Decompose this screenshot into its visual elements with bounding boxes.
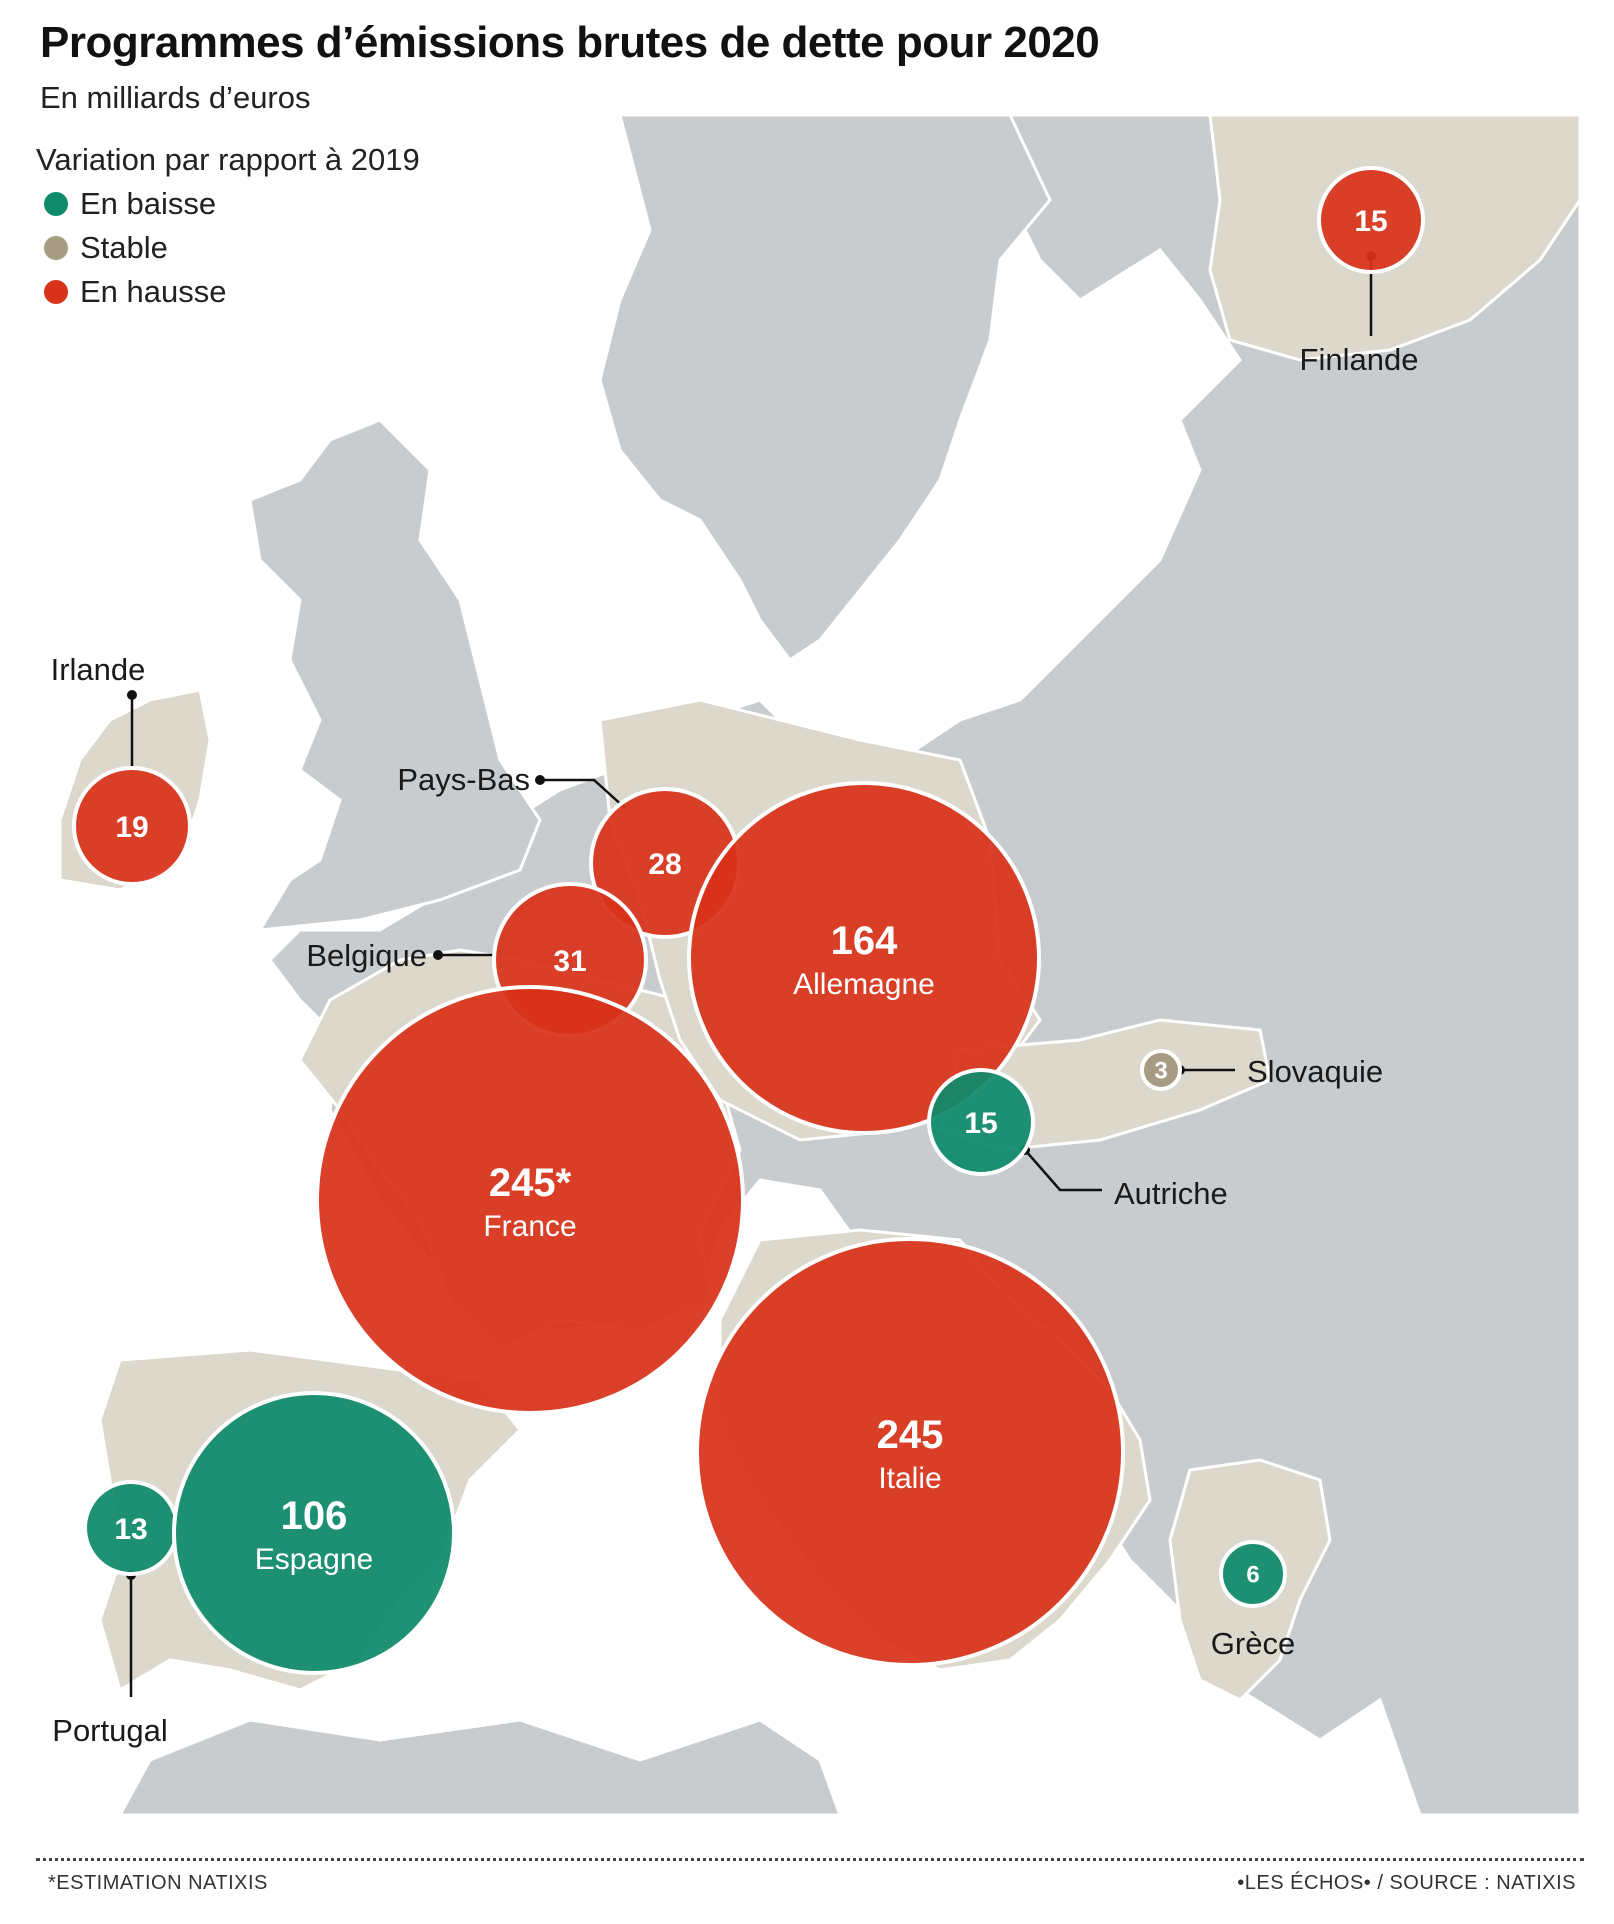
great-britain-shape: [248, 418, 542, 932]
country-label-irlande: Irlande: [51, 652, 146, 687]
bubble-value-slovaquie: 3: [1154, 1058, 1167, 1085]
bubble-circle-irlande: [72, 766, 192, 886]
bubbles-layer: 15 19 28 31 164 Allemagne 245* France 3 15 245 Ital…: [72, 166, 1425, 1675]
bubble-circle-slovaquie: [1140, 1049, 1182, 1091]
bubble-circle-france: [315, 985, 745, 1415]
legend-dot-baisse: [44, 192, 68, 216]
bubble-allemagne: 164 Allemagne: [687, 781, 1041, 1135]
bubble-name-allemagne: Allemagne: [793, 968, 935, 1001]
legend-label-stable: Stable: [80, 230, 168, 265]
bubble-circle-espagne: [172, 1391, 456, 1675]
leader-line-pays-bas: [540, 778, 626, 809]
leader-dot-belgique: [433, 950, 443, 960]
country-label-slovaquie: Slovaquie: [1247, 1054, 1383, 1089]
bubble-finlande: 15: [1317, 166, 1425, 274]
leader-line-autriche: [1024, 1149, 1102, 1192]
bubble-value-belgique: 31: [553, 945, 586, 978]
bubble-value-finlande: 15: [1354, 205, 1387, 238]
bubble-circle-autriche: [927, 1068, 1035, 1176]
bubble-value-autriche: 15: [964, 1107, 997, 1140]
bubble-value-pays-bas: 28: [648, 848, 681, 881]
source-credit: •LES ÉCHOS• / SOURCE : NATIXIS: [1237, 1872, 1576, 1894]
country-label-autriche: Autriche: [1114, 1176, 1228, 1211]
bubble-name-espagne: Espagne: [255, 1543, 373, 1576]
legend-label-baisse: En baisse: [80, 186, 217, 221]
bubble-portugal: 13: [83, 1480, 179, 1576]
bubble-france: 245* France: [315, 985, 745, 1415]
bubble-name-italie: Italie: [878, 1462, 941, 1495]
bubble-value-france: 245*: [489, 1161, 572, 1205]
legend-item-stable: Stable: [36, 226, 420, 270]
bubble-name-france: France: [483, 1210, 576, 1243]
bubble-circle-allemagne: [687, 781, 1041, 1135]
bubble-italie: 245 Italie: [695, 1237, 1125, 1667]
footer-divider: [36, 1858, 1584, 1861]
leader-dot-pays-bas: [535, 775, 545, 785]
legend-item-hausse: En hausse: [36, 270, 420, 314]
leader-dot-irlande: [127, 690, 137, 700]
bubble-value-irlande: 19: [115, 811, 148, 844]
bubble-grece: 6: [1219, 1540, 1287, 1608]
bubble-value-espagne: 106: [281, 1494, 348, 1538]
bubble-value-italie: 245: [877, 1413, 944, 1457]
legend-dot-hausse: [44, 280, 68, 304]
country-label-finlande: Finlande: [1300, 342, 1419, 377]
legend-title: Variation par rapport à 2019: [36, 142, 420, 177]
bubble-autriche: 15: [927, 1068, 1035, 1176]
bubble-value-allemagne: 164: [831, 919, 898, 963]
legend-item-baisse: En baisse: [36, 182, 420, 226]
bubble-circle-italie: [695, 1237, 1125, 1667]
legend-dot-stable: [44, 236, 68, 260]
bubble-circle-finlande: [1317, 166, 1425, 274]
country-labels: Finlande Irlande Pays-Bas Belgique Slovaquie…: [51, 342, 1419, 1748]
country-label-pays-bas: Pays-Bas: [397, 762, 530, 797]
legend: Variation par rapport à 2019 En baisse S…: [36, 142, 420, 314]
bubble-irlande: 19: [72, 766, 192, 886]
country-label-grece: Grèce: [1211, 1626, 1295, 1661]
chart-title: Programmes d’émissions brutes de dette p…: [40, 18, 1100, 67]
bubble-value-grece: 6: [1246, 1562, 1259, 1589]
bubble-slovaquie: 3: [1140, 1049, 1182, 1091]
bubble-value-portugal: 13: [114, 1513, 147, 1546]
north-africa-shape: [117, 1718, 843, 1817]
footnote: *ESTIMATION NATIXIS: [48, 1872, 268, 1894]
country-label-portugal: Portugal: [52, 1713, 167, 1748]
bubble-circle-grece: [1219, 1540, 1287, 1608]
bubble-espagne: 106 Espagne: [172, 1391, 456, 1675]
legend-label-hausse: En hausse: [80, 274, 227, 309]
scandinavia-shape: [598, 113, 1052, 663]
chart-subtitle: En milliards d’euros: [40, 80, 311, 115]
country-label-belgique: Belgique: [306, 938, 427, 973]
